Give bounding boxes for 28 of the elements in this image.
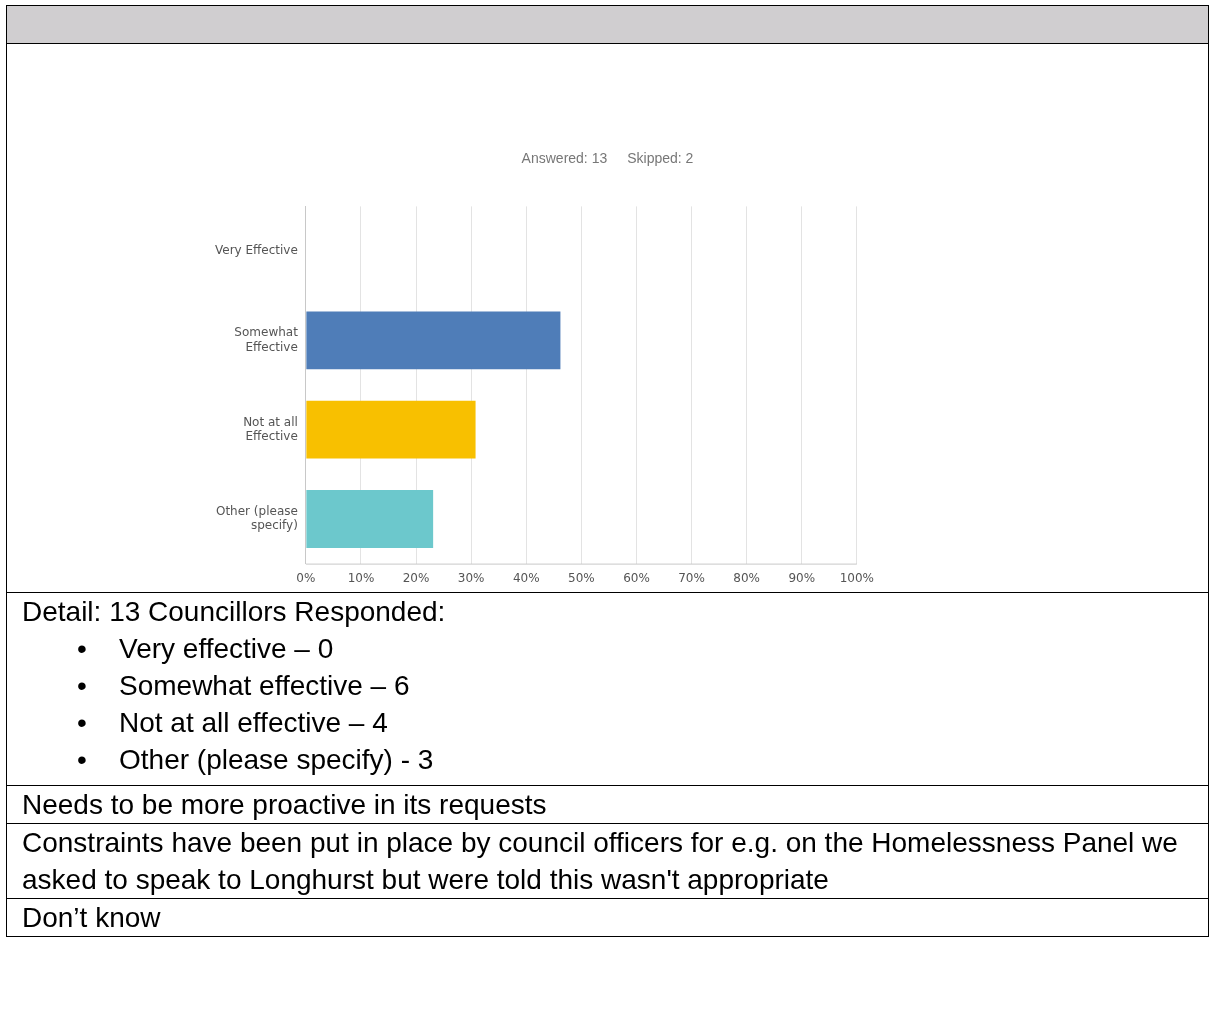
x-tick-label: 50% [568,570,595,585]
x-tick-label: 90% [788,570,816,585]
y-tick-label: Very Effective [214,243,298,258]
text: Constraints have been put in place by council officers for e.g. on the Homelessness Panel we asked to speak to Longhurst but were told this wasn't appropriate [7,824,1208,899]
x-tick-label: 60% [623,570,650,585]
text: Don’t know [7,899,1208,937]
x-tick-label: 100% [839,570,874,585]
text: Skipped: 2 [627,150,694,166]
bar [306,490,434,548]
text: Needs to be more proactive in its requests [7,786,1208,824]
x-tick-label: 80% [733,570,760,585]
text: • Other (please specify) - 3 [77,743,434,777]
x-tick-label: 20% [402,570,430,585]
text: • Not at all effective – 4 [77,706,388,740]
x-tick-label: 40% [512,570,540,585]
x-tick-label: 70% [678,570,705,585]
x-tick-label: 0% [296,570,316,585]
text: Detail: 13 Councillors Responded: [22,595,447,629]
text: Answered: 13 [521,150,608,166]
x-tick-label: 10% [347,570,375,585]
text: • Very effective – 0 [77,632,334,666]
bar [306,400,476,459]
bar [306,311,561,370]
text: • Somewhat effective – 6 [77,669,410,703]
y-tick-label: Other (please specify) [215,503,298,533]
y-tick-label: Somewhat Effective [234,325,299,354]
x-tick-label: 30% [457,570,485,585]
y-tick-label: Not at all Effective [243,414,298,443]
